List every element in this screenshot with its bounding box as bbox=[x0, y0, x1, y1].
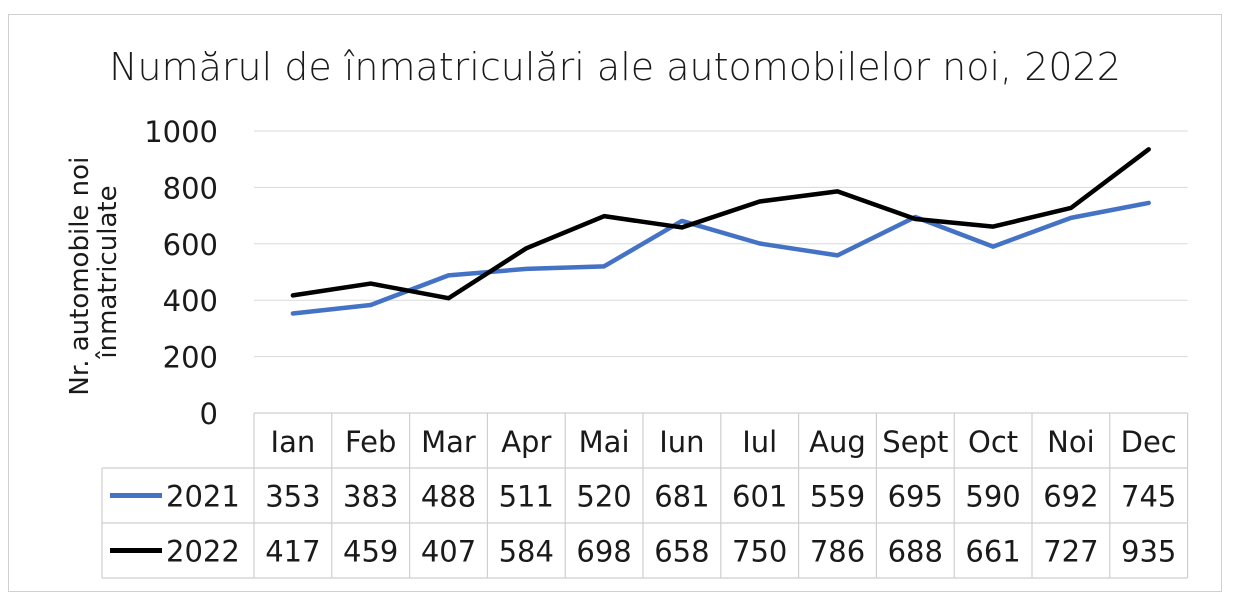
data-table-value: 658 bbox=[654, 535, 709, 569]
data-table-value: 383 bbox=[343, 480, 398, 514]
y-tick-label: 200 bbox=[163, 341, 218, 375]
data-table-value: 745 bbox=[1121, 480, 1176, 514]
data-table-value: 681 bbox=[654, 480, 709, 514]
x-tick-label: Mar bbox=[421, 425, 476, 459]
x-tick-label: Iun bbox=[659, 425, 704, 459]
chart-title: Numărul de înmatriculări ale automobilel… bbox=[109, 45, 1121, 89]
data-table-value: 695 bbox=[888, 480, 943, 514]
data-table-value: 584 bbox=[499, 535, 554, 569]
data-table-value: 727 bbox=[1043, 535, 1098, 569]
chart-frame bbox=[8, 14, 1222, 592]
data-table: Ian Feb Mar Apr Mai Iun Iul Aug Sept Oct Noi Dec 202… bbox=[101, 412, 1189, 579]
series-line bbox=[290, 147, 1151, 301]
x-tick-label: Dec bbox=[1121, 425, 1177, 459]
data-table-value: 935 bbox=[1121, 535, 1176, 569]
x-tick-label: Feb bbox=[345, 425, 396, 459]
data-table-value: 750 bbox=[732, 535, 787, 569]
x-tick-label: Mai bbox=[579, 425, 630, 459]
data-table-value: 786 bbox=[810, 535, 865, 569]
y-tick-label: 1000 bbox=[144, 115, 218, 149]
y-tick-label: 0 bbox=[200, 397, 218, 431]
data-table-value: 520 bbox=[576, 480, 631, 514]
x-tick-label: Aug bbox=[809, 425, 866, 459]
x-tick-label: Sept bbox=[882, 425, 948, 459]
x-tick-label: Oct bbox=[968, 425, 1018, 459]
y-tick-label: 400 bbox=[163, 284, 218, 318]
data-table-value: 559 bbox=[810, 480, 865, 514]
y-tick-label: 600 bbox=[163, 228, 218, 262]
x-tick-label: Iul bbox=[742, 425, 777, 459]
x-tick-label: Ian bbox=[271, 425, 316, 459]
x-tick-label: Apr bbox=[501, 425, 551, 459]
series-lines bbox=[290, 147, 1151, 316]
data-table-value: 698 bbox=[576, 535, 631, 569]
data-table-value: 417 bbox=[265, 535, 320, 569]
data-table-value: 601 bbox=[732, 480, 787, 514]
data-table-value: 590 bbox=[965, 480, 1020, 514]
data-table-value: 407 bbox=[421, 535, 476, 569]
data-table-value: 661 bbox=[965, 535, 1020, 569]
gridlines bbox=[254, 130, 1188, 358]
data-table-value: 353 bbox=[265, 480, 320, 514]
y-tick-label: 800 bbox=[163, 171, 218, 205]
data-table-value: 688 bbox=[888, 535, 943, 569]
x-tick-label: Noi bbox=[1047, 425, 1095, 459]
data-table-value: 692 bbox=[1043, 480, 1098, 514]
data-table-value: 459 bbox=[343, 535, 398, 569]
legend-label: 2022 bbox=[166, 535, 240, 569]
data-table-value: 488 bbox=[421, 480, 476, 514]
legend-label: 2021 bbox=[166, 480, 240, 514]
series-line bbox=[290, 200, 1151, 316]
y-axis-ticks: 0 200 400 600 800 1000 bbox=[144, 115, 218, 431]
y-axis-label: Nr. automobile noi înmatriculate bbox=[65, 148, 123, 395]
data-table-value: 511 bbox=[499, 480, 554, 514]
